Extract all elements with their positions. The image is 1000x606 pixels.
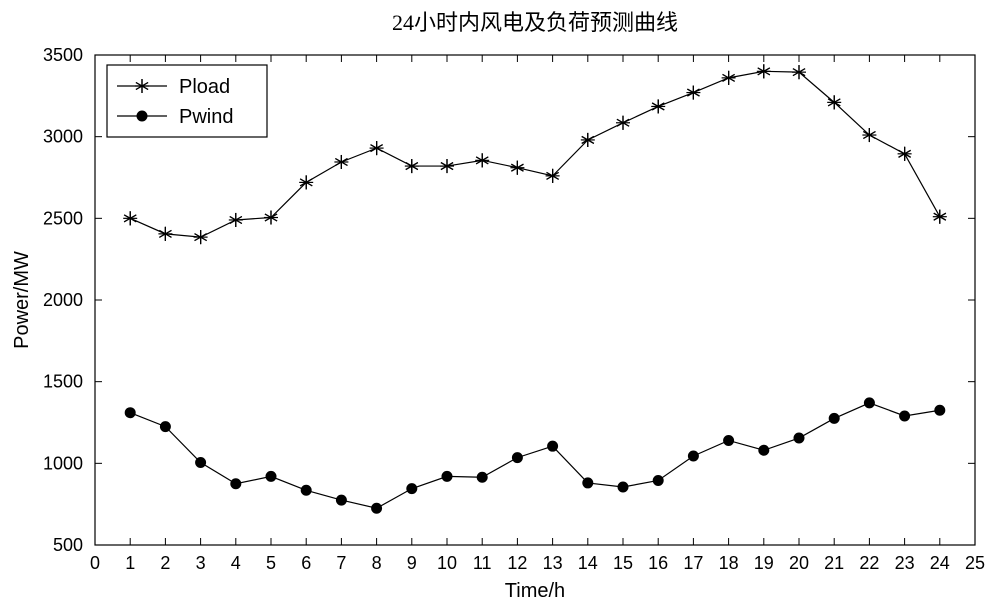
x-tick-label: 19 (754, 553, 774, 573)
y-tick-label: 2500 (43, 208, 83, 228)
x-tick-label: 16 (648, 553, 668, 573)
x-tick-label: 6 (301, 553, 311, 573)
x-tick-label: 9 (407, 553, 417, 573)
x-tick-label: 22 (859, 553, 879, 573)
x-tick-label: 17 (683, 553, 703, 573)
x-tick-label: 7 (336, 553, 346, 573)
x-tick-label: 2 (160, 553, 170, 573)
x-tick-label: 14 (578, 553, 598, 573)
x-tick-label: 1 (125, 553, 135, 573)
x-tick-label: 13 (543, 553, 563, 573)
y-axis-label: Power/MW (11, 251, 33, 349)
x-tick-label: 23 (895, 553, 915, 573)
x-tick-label: 15 (613, 553, 633, 573)
x-tick-label: 10 (437, 553, 457, 573)
y-tick-label: 3500 (43, 45, 83, 65)
x-axis-label: Time/h (505, 580, 565, 602)
y-tick-label: 500 (53, 535, 83, 555)
x-tick-label: 12 (507, 553, 527, 573)
x-tick-label: 11 (473, 553, 492, 573)
line-chart: 0123456789101112131415161718192021222324… (0, 0, 1000, 606)
x-tick-label: 3 (196, 553, 206, 573)
legend-item-pload: Pload (179, 76, 230, 98)
x-tick-label: 5 (266, 553, 276, 573)
x-tick-label: 20 (789, 553, 809, 573)
y-tick-label: 1500 (43, 372, 83, 392)
x-tick-label: 18 (719, 553, 739, 573)
y-tick-label: 3000 (43, 127, 83, 147)
y-tick-label: 2000 (43, 290, 83, 310)
y-tick-label: 1000 (43, 453, 83, 473)
x-tick-label: 0 (90, 553, 100, 573)
x-tick-label: 21 (824, 553, 844, 573)
x-tick-label: 24 (930, 553, 950, 573)
x-tick-label: 25 (965, 553, 985, 573)
legend-item-pwind: Pwind (179, 106, 233, 128)
x-tick-label: 8 (372, 553, 382, 573)
chart-title: 24小时内风电及负荷预测曲线 (392, 10, 678, 35)
x-tick-label: 4 (231, 553, 241, 573)
